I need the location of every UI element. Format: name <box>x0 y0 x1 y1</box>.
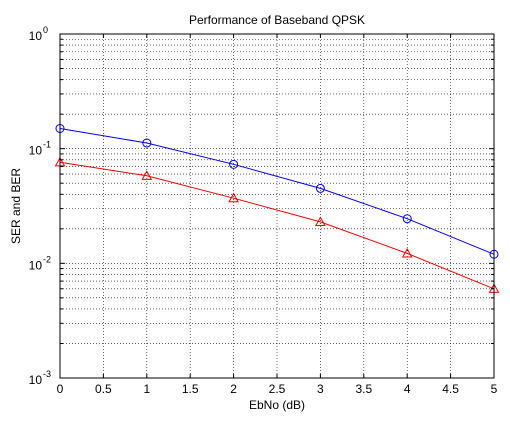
x-tick-label: 1 <box>143 382 150 396</box>
data-point-triangle <box>141 170 153 180</box>
y-axis-label: SER and BER <box>9 168 23 244</box>
x-tick-label: 4 <box>404 382 411 396</box>
y-tick-exponent: 0 <box>43 25 48 35</box>
x-tick-label: 0 <box>57 382 64 396</box>
x-tick-label: 4.5 <box>442 382 459 396</box>
x-tick-label: 3.5 <box>355 382 372 396</box>
y-tick-label: 10 <box>29 373 43 387</box>
data-point-circle <box>142 138 152 148</box>
x-tick-label: 2 <box>230 382 237 396</box>
y-tick-label: 10 <box>29 29 43 43</box>
data-point-circle <box>402 214 412 224</box>
x-tick-label: 5 <box>491 382 498 396</box>
x-tick-label: 1.5 <box>182 382 199 396</box>
x-tick-label: 2.5 <box>269 382 286 396</box>
x-tick-label: 3 <box>317 382 324 396</box>
x-axis-label: EbNo (dB) <box>249 398 305 412</box>
data-point-circle <box>229 159 239 169</box>
y-tick-exponent: -2 <box>43 254 51 264</box>
y-tick-exponent: -1 <box>43 140 51 150</box>
y-tick-exponent: -3 <box>43 369 51 379</box>
y-tick-label: 10 <box>29 144 43 158</box>
grid <box>60 34 494 378</box>
data-point-circle <box>315 183 325 193</box>
series-line-1 <box>59 128 495 255</box>
chart-title: Performance of Baseband QPSK <box>189 13 365 27</box>
data-point-triangle <box>315 216 326 226</box>
series-line-2 <box>59 161 495 290</box>
y-tick-label: 10 <box>29 258 43 272</box>
x-tick-label: 0.5 <box>95 382 112 396</box>
data-point-triangle <box>401 247 413 258</box>
data-point-triangle <box>228 192 239 203</box>
